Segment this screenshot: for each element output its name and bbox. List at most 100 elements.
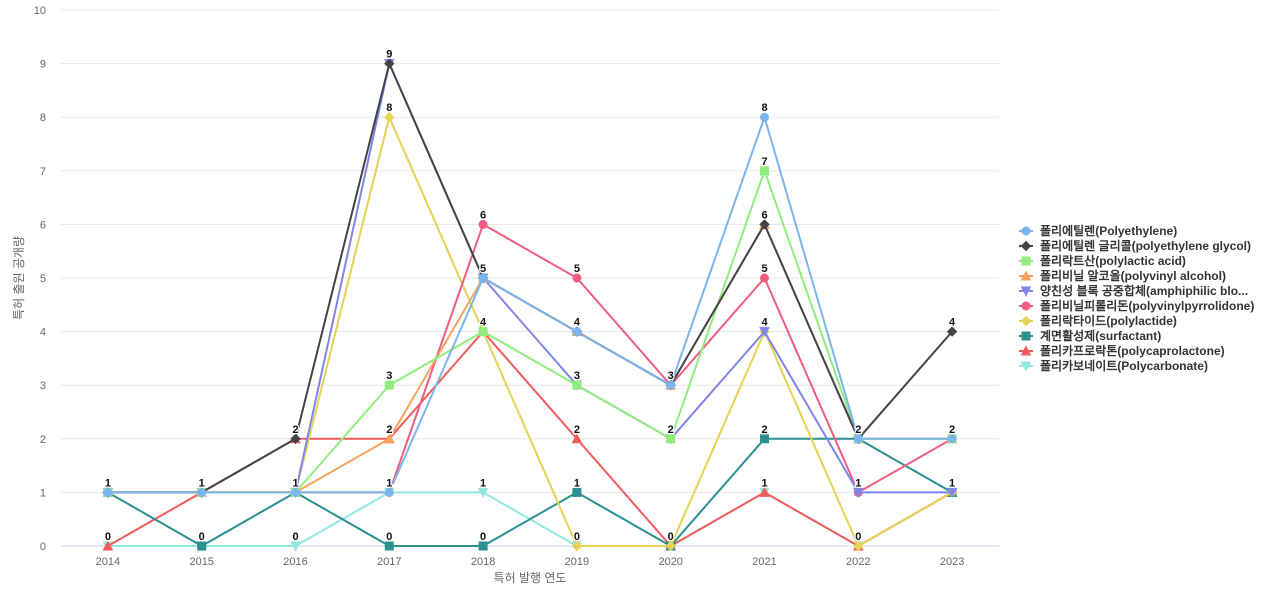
data-label: 5 [480, 263, 486, 275]
data-point [384, 380, 394, 390]
data-label: 0 [855, 531, 861, 543]
data-point [102, 540, 114, 551]
data-label: 5 [574, 263, 580, 275]
legend-item[interactable]: 폴리락트산(polylactic acid) [1019, 253, 1186, 268]
legend-label: 양친성 블록 공중합체(amphiphilic blo... [1040, 283, 1248, 298]
x-tick-label: 2021 [752, 556, 776, 568]
data-point [759, 327, 770, 338]
data-label: 1 [949, 477, 955, 489]
data-point [760, 273, 769, 283]
legend-label: 폴리에틸렌(Polyethylene) [1040, 223, 1177, 238]
x-tick-label: 2023 [940, 556, 964, 568]
data-point [760, 112, 769, 122]
y-tick-label: 5 [40, 273, 46, 285]
x-axis-ticks: 2014 2015 2016 2017 2018 2019 2020 2021 2022 2023 [96, 556, 965, 568]
data-point [572, 327, 582, 337]
legend-item[interactable]: 폴리비닐 알코올(polyvinyl alcohol) [1019, 268, 1226, 283]
legend-item[interactable]: 폴리카프로락톤(polycaprolactone) [1019, 343, 1225, 358]
data-label: 1 [199, 477, 205, 489]
data-label: 0 [292, 531, 298, 543]
y-tick-label: 9 [40, 59, 46, 71]
data-point [853, 434, 863, 444]
data-label: 1 [292, 477, 298, 489]
legend: 폴리에틸렌(Polyethylene)폴리에틸렌 글리콜(polyethylen… [1019, 223, 1254, 373]
data-label: 7 [761, 156, 767, 168]
data-point [666, 434, 676, 444]
legend-label: 폴리락타이드(polylactide) [1040, 313, 1177, 328]
x-tick-label: 2020 [658, 556, 682, 568]
legend-marker [1020, 286, 1032, 297]
data-label: 3 [386, 370, 392, 382]
y-tick-label: 8 [40, 112, 46, 124]
data-label: 1 [105, 477, 111, 489]
data-point [760, 434, 769, 444]
data-point [197, 541, 207, 551]
x-tick-label: 2019 [565, 556, 589, 568]
legend-item[interactable]: 계면활성제(surfactant) [1019, 328, 1161, 343]
data-label: 2 [574, 424, 580, 436]
data-point [383, 433, 395, 444]
data-label: 6 [480, 209, 486, 221]
data-label: 2 [855, 424, 861, 436]
legend-marker [1020, 270, 1032, 281]
y-axis-title: 특허 출원 공개량 [12, 236, 26, 320]
legend-label: 폴리비닐피롤리돈(polyvinylpyrrolidone) [1040, 298, 1254, 313]
legend-marker [1020, 361, 1032, 372]
data-point [197, 487, 207, 497]
data-point [946, 487, 958, 498]
legend-marker [1020, 240, 1032, 252]
x-axis-title: 특허 발행 연도 [494, 570, 567, 585]
data-label: 1 [386, 477, 392, 489]
data-label: 0 [668, 531, 674, 543]
data-point [478, 327, 488, 337]
x-tick-label: 2014 [96, 556, 120, 568]
legend-marker [1020, 345, 1032, 356]
legend-item[interactable]: 폴리카보네이트(Polycarbonate) [1019, 358, 1208, 373]
data-point [946, 326, 958, 337]
legend-marker [1021, 256, 1031, 266]
legend-item[interactable]: 폴리에틸렌 글리콜(polyethylene glycol) [1019, 238, 1251, 253]
data-label: 4 [761, 317, 768, 329]
x-tick-label: 2018 [471, 556, 495, 568]
data-point [103, 487, 113, 497]
legend-item[interactable]: 폴리비닐피롤리돈(polyvinylpyrrolidone) [1019, 298, 1254, 313]
legend-label: 폴리에틸렌 글리콜(polyethylene glycol) [1040, 238, 1251, 253]
y-tick-label: 1 [40, 487, 46, 499]
x-tick-label: 2015 [189, 556, 213, 568]
legend-marker [1020, 315, 1032, 327]
data-label: 1 [480, 477, 486, 489]
series-lines [102, 58, 958, 552]
y-tick-label: 6 [40, 219, 46, 231]
data-label: 4 [574, 317, 581, 329]
data-label: 8 [386, 102, 392, 114]
data-point [853, 540, 864, 552]
legend-marker [1021, 226, 1031, 236]
legend-label: 폴리락트산(polylactic acid) [1040, 253, 1186, 268]
data-label: 3 [574, 370, 580, 382]
legend-label: 폴리비닐 알코올(polyvinyl alcohol) [1040, 268, 1226, 283]
data-point [759, 219, 770, 230]
data-label: 6 [761, 209, 767, 221]
data-point [759, 486, 770, 497]
data-label: 4 [949, 317, 956, 329]
data-label: 0 [105, 531, 111, 543]
data-label: 0 [480, 531, 486, 543]
legend-label: 폴리카보네이트(Polycarbonate) [1040, 358, 1208, 373]
legend-marker [1021, 301, 1031, 311]
legend-item[interactable]: 양친성 블록 공중합체(amphiphilic blo... [1019, 283, 1248, 298]
y-axis-ticks: 0 1 2 3 4 5 6 7 8 9 10 [34, 5, 46, 553]
y-tick-label: 3 [40, 380, 46, 392]
data-point [384, 111, 395, 123]
y-tick-label: 7 [40, 166, 46, 178]
legend-marker [1021, 331, 1031, 341]
data-point [947, 434, 957, 444]
data-point [572, 273, 582, 283]
legend-item[interactable]: 폴리락타이드(polylactide) [1019, 313, 1177, 328]
y-tick-label: 0 [40, 541, 46, 553]
legend-item[interactable]: 폴리에틸렌(Polyethylene) [1019, 223, 1177, 238]
legend-label: 계면활성제(surfactant) [1040, 328, 1161, 343]
data-point [290, 433, 301, 445]
x-tick-label: 2016 [283, 556, 307, 568]
